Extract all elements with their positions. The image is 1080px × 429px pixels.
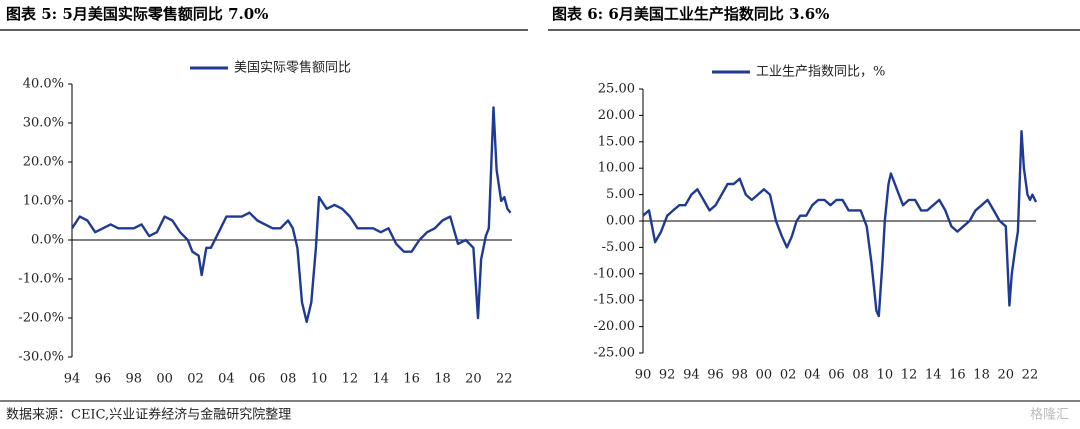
source: 数据来源：CEIC,兴业证券经济与金融研究院整理 (6, 407, 291, 423)
y-tick-label: -5.00 (602, 240, 635, 255)
x-tick-label: 18 (973, 368, 990, 383)
y-tick-label: 20.0% (23, 155, 64, 170)
left-title: 图表 5: 5月美国实际零售额同比 7.0% (6, 5, 268, 23)
x-tick-label: 10 (311, 372, 328, 387)
x-tick-label: 14 (925, 368, 942, 383)
x-tick-label: 02 (780, 368, 797, 383)
x-tick-label: 08 (280, 372, 297, 387)
x-tick-label: 04 (804, 368, 821, 383)
series-line (70, 106, 512, 324)
y-tick-label: 10.0% (23, 194, 64, 209)
x-tick-label: 06 (249, 372, 266, 387)
x-tick-label: 96 (95, 372, 112, 387)
y-tick-label: 25.00 (598, 82, 635, 97)
x-tick-label: 22 (496, 372, 513, 387)
y-tick-label: 30.0% (23, 116, 64, 131)
x-tick-label: 02 (187, 372, 204, 387)
legend-label: 工业生产指数同比，% (756, 65, 885, 80)
y-tick-label: -20.00 (593, 319, 635, 334)
x-tick-label: 12 (342, 372, 359, 387)
x-tick-label: 12 (901, 368, 918, 383)
y-tick-label: -10.00 (593, 266, 635, 281)
x-tick-label: 16 (949, 368, 966, 383)
x-tick-label: 94 (683, 368, 700, 383)
legend-label: 美国实际零售额同比 (234, 60, 351, 76)
x-tick-label: 92 (659, 368, 676, 383)
x-tick-label: 18 (434, 372, 451, 387)
x-tick-label: 22 (1022, 368, 1039, 383)
y-tick-label: 5.00 (606, 187, 635, 202)
y-tick-label: 15.00 (598, 134, 635, 149)
x-tick-label: 20 (465, 372, 482, 387)
x-tick-label: 06 (828, 368, 845, 383)
x-tick-label: 04 (218, 372, 235, 387)
x-tick-label: 94 (64, 372, 81, 387)
x-tick-label: 90 (635, 368, 652, 383)
y-tick-label: -15.00 (593, 293, 635, 308)
y-tick-label: 0.00 (606, 214, 635, 229)
x-tick-label: 14 (372, 372, 389, 387)
y-tick-label: 40.0% (23, 77, 64, 92)
y-tick-label: 10.00 (598, 161, 635, 176)
x-tick-label: 98 (731, 368, 748, 383)
x-tick-label: 08 (852, 368, 869, 383)
x-tick-label: 16 (403, 372, 420, 387)
x-tick-label: 96 (707, 368, 724, 383)
x-tick-label: 20 (997, 368, 1014, 383)
watermark: 格隆汇 (1030, 407, 1069, 423)
x-tick-label: 10 (877, 368, 894, 383)
y-tick-label: -30.0% (18, 350, 64, 365)
y-tick-label: 0.0% (31, 233, 64, 248)
y-tick-label: 20.00 (598, 108, 635, 123)
y-tick-label: -25.00 (593, 346, 635, 361)
x-tick-label: 98 (125, 372, 142, 387)
x-tick-label: 00 (756, 368, 773, 383)
y-tick-label: -20.0% (18, 311, 64, 326)
y-tick-label: -10.0% (18, 272, 64, 287)
right-title: 图表 6: 6月美国工业生产指数同比 3.6% (552, 5, 829, 23)
x-tick-label: 00 (156, 372, 173, 387)
series-line (642, 130, 1038, 318)
